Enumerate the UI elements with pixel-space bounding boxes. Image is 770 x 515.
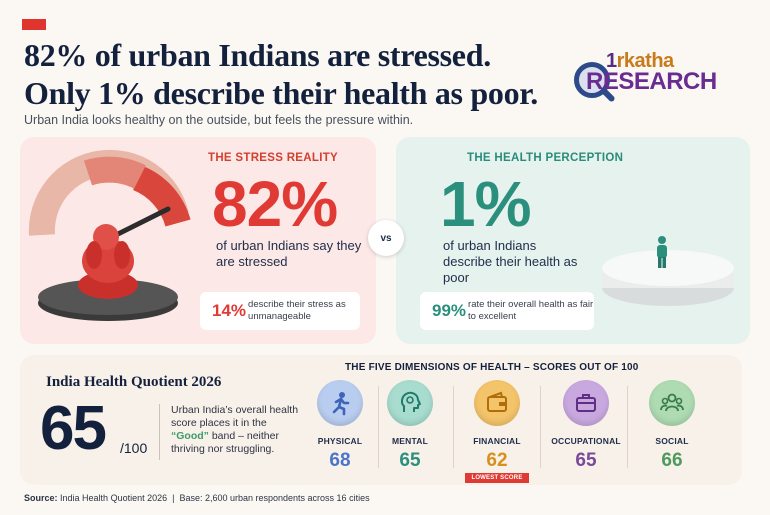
quotient-desc-before: Urban India’s overall health score place… bbox=[171, 404, 299, 429]
dimension-social: SOCIAL 66 bbox=[626, 380, 716, 478]
dimension-mental-score: 65 bbox=[399, 450, 421, 471]
headline-line-2: Only 1% describe their health as poor. bbox=[24, 75, 538, 111]
stress-stat-value: 14% bbox=[212, 301, 247, 320]
health-stat-text: rate their overall health as fair to exc… bbox=[468, 299, 594, 322]
quotient-desc-after: band – neither thriving nor struggling. bbox=[171, 430, 279, 455]
stress-gauge-illustration bbox=[28, 149, 191, 321]
dimension-physical-circle bbox=[317, 380, 363, 426]
running-person-icon bbox=[332, 392, 350, 416]
brand-flag bbox=[22, 19, 46, 30]
stress-stat-text: describe their stress as unmanageable bbox=[248, 299, 346, 322]
dimension-occupational-score: 65 bbox=[575, 450, 597, 471]
group-icon bbox=[660, 393, 684, 412]
logo-bottom-text: RESEARCH bbox=[586, 68, 717, 95]
dimension-occupational: OCCUPATIONAL 65 bbox=[540, 380, 630, 478]
pedestal-illustration bbox=[602, 236, 734, 306]
dimension-mental-label: MENTAL bbox=[392, 436, 428, 446]
quotient-desc-good: “Good” bbox=[171, 430, 209, 442]
dimension-mental-circle bbox=[387, 380, 433, 426]
base-text: Base: 2,600 urban respondents across 16 … bbox=[179, 493, 370, 503]
stress-value: 82% bbox=[212, 168, 338, 240]
health-stat-value: 99% bbox=[432, 301, 467, 320]
stress-kicker: THE STRESS REALITY bbox=[208, 152, 338, 164]
logo-top-text: 1rkatha bbox=[606, 50, 674, 73]
dimension-social-circle bbox=[649, 380, 695, 426]
dimension-divider bbox=[540, 386, 541, 468]
logo-top-b: rkatha bbox=[616, 50, 675, 72]
briefcase-icon bbox=[576, 394, 596, 412]
dimension-physical: PHYSICAL 68 bbox=[294, 380, 384, 478]
dimension-occupational-label: OCCUPATIONAL bbox=[551, 436, 621, 446]
vs-badge: vs bbox=[368, 220, 404, 256]
dimension-financial: FINANCIAL 62 bbox=[451, 380, 541, 478]
health-description: of urban Indians describe their health a… bbox=[443, 238, 578, 285]
dimension-divider bbox=[627, 386, 628, 468]
quotient-description: Urban India’s overall health score place… bbox=[171, 404, 301, 456]
magnifier-icon bbox=[574, 62, 610, 98]
quotient-out-of: /100 bbox=[120, 440, 148, 456]
quotient-divider bbox=[159, 404, 160, 460]
quotient-title: India Health Quotient 2026 bbox=[46, 374, 222, 390]
stress-stat-pill: 14% describe their stress as unmanageabl… bbox=[200, 292, 360, 330]
logo: 1rkatha RESEARCH bbox=[574, 48, 717, 104]
dimension-financial-score: 62 bbox=[486, 450, 508, 471]
health-stat-pill: 99% rate their overall health as fair to… bbox=[420, 292, 594, 330]
dimension-financial-label: FINANCIAL bbox=[473, 436, 521, 446]
subhead: Urban India looks healthy on the outside… bbox=[24, 113, 414, 127]
dimension-divider bbox=[378, 386, 379, 468]
dimension-divider bbox=[453, 386, 454, 468]
dimensions-title: THE FIVE DIMENSIONS OF HEALTH – SCORES O… bbox=[345, 362, 639, 373]
dimension-financial-circle bbox=[474, 380, 520, 426]
health-value: 1% bbox=[440, 168, 531, 240]
dimension-occupational-circle bbox=[563, 380, 609, 426]
dimension-physical-score: 68 bbox=[329, 450, 351, 471]
dimension-social-score: 66 bbox=[661, 450, 683, 471]
lowest-score-badge: LOWEST SCORE bbox=[465, 473, 529, 483]
wallet-icon bbox=[487, 391, 507, 412]
source-label: Source: bbox=[24, 493, 58, 503]
headline: 82% of urban Indians are stressed. Only … bbox=[24, 36, 538, 112]
quotient-score: 65 bbox=[40, 394, 107, 463]
dimension-physical-label: PHYSICAL bbox=[317, 436, 363, 446]
head-brain-icon bbox=[400, 391, 421, 412]
health-kicker: THE HEALTH PERCEPTION bbox=[467, 152, 624, 164]
quotient-card bbox=[20, 355, 742, 485]
dimension-mental: MENTAL 65 bbox=[364, 380, 454, 478]
dimension-social-label: SOCIAL bbox=[655, 436, 689, 446]
headline-line-1: 82% of urban Indians are stressed. bbox=[24, 37, 491, 73]
logo-top-a: 1 bbox=[606, 50, 617, 72]
source-text: India Health Quotient 2026 bbox=[60, 493, 168, 503]
source-note: Source: India Health Quotient 2026 | Bas… bbox=[24, 493, 370, 503]
stress-description: of urban Indians say they are stressed bbox=[216, 238, 362, 269]
